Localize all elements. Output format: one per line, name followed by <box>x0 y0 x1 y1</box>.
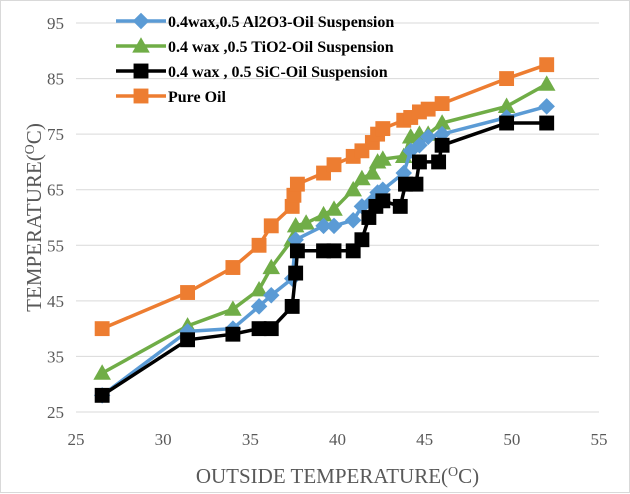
data-point <box>251 321 267 337</box>
data-point <box>420 101 436 117</box>
data-point <box>326 243 342 259</box>
y-tick-label: 55 <box>47 236 64 255</box>
data-point <box>353 169 371 186</box>
data-point <box>354 232 370 248</box>
x-tick-label: 50 <box>503 430 520 449</box>
data-point <box>374 150 392 166</box>
data-point <box>411 154 427 170</box>
data-point <box>375 193 391 209</box>
data-point <box>497 97 516 113</box>
legend-item-1: 0.4wax,0.5 Al2O3-Oil Suspension <box>116 12 394 31</box>
legend: 0.4wax,0.5 Al2O3-Oil Suspension 0.4 wax ,… <box>116 12 394 106</box>
y-axis-title-superscript: O <box>23 144 38 154</box>
y-tick-label: 75 <box>47 125 64 144</box>
data-point <box>314 205 333 222</box>
data-point <box>289 243 305 259</box>
data-point <box>499 71 515 87</box>
y-axis-title: TEMPERATURE(OC) <box>22 123 46 312</box>
data-point <box>344 212 362 229</box>
y-tick-label: 95 <box>47 14 64 33</box>
data-point <box>225 326 241 342</box>
data-point <box>408 176 424 192</box>
x-tick-label: 40 <box>329 430 346 449</box>
data-point <box>434 96 450 112</box>
series-4 <box>94 57 555 337</box>
y-axis-title-main: TEMPERATURE( <box>22 154 46 312</box>
data-point <box>289 176 305 192</box>
data-point <box>288 265 304 281</box>
x-tick-label: 55 <box>591 430 608 449</box>
x-tick-label: 45 <box>416 430 433 449</box>
y-tick-label: 85 <box>47 70 64 89</box>
data-point <box>94 321 110 337</box>
data-point <box>93 364 111 380</box>
legend-item-4: Pure Oil <box>116 88 226 106</box>
legend-label: 0.4 wax ,0.5 TiO2-Oil Suspension <box>168 39 394 56</box>
legend-item-3: 0.4 wax , 0.5 SiC-Oil Suspension <box>116 63 388 81</box>
data-point <box>224 300 242 316</box>
data-point <box>263 287 280 304</box>
legend-swatch-marker <box>132 12 150 30</box>
data-point <box>375 121 391 137</box>
data-point <box>431 154 447 170</box>
legend-label: 0.4wax,0.5 Al2O3-Oil Suspension <box>168 14 394 31</box>
data-point <box>250 280 268 297</box>
data-point <box>363 164 382 180</box>
data-point <box>434 137 450 153</box>
series-group <box>93 57 556 404</box>
series-3 <box>94 115 555 403</box>
data-point <box>250 298 268 315</box>
data-point <box>411 137 428 154</box>
data-point <box>180 332 196 348</box>
data-point <box>326 157 342 173</box>
data-point <box>180 285 196 300</box>
x-tick-label: 30 <box>155 430 172 449</box>
data-point <box>538 98 555 115</box>
x-tick-label: 25 <box>68 430 85 449</box>
data-point <box>284 298 300 314</box>
tick-labels: 25 35 45 55 65 75 85 95 25 30 35 40 45 50 55 <box>47 14 608 449</box>
y-tick-label: 35 <box>47 347 64 366</box>
data-point <box>499 115 515 131</box>
data-point <box>94 387 110 403</box>
data-point <box>315 217 332 235</box>
data-point <box>251 237 267 253</box>
data-point <box>262 258 281 275</box>
data-point <box>539 115 555 131</box>
data-point <box>392 198 408 214</box>
legend-label: 0.4 wax , 0.5 SiC-Oil Suspension <box>168 64 388 81</box>
y-axis-title-end: C) <box>22 123 46 144</box>
data-point <box>325 217 343 235</box>
data-point <box>225 260 241 275</box>
data-point <box>419 128 437 146</box>
legend-label: Pure Oil <box>168 89 226 106</box>
data-point <box>297 214 315 230</box>
x-axis-title: OUTSIDE TEMPERATURE(OC) <box>196 464 479 488</box>
x-axis-title-end: C) <box>458 464 479 488</box>
x-axis-title-main: OUTSIDE TEMPERATURE( <box>196 464 448 488</box>
legend-swatch-marker <box>133 63 149 79</box>
series-line <box>101 121 547 397</box>
y-tick-label: 45 <box>47 292 64 311</box>
y-tick-label: 25 <box>47 403 64 422</box>
data-point <box>263 218 279 234</box>
data-point <box>263 321 279 337</box>
legend-swatch-marker <box>132 37 150 53</box>
data-point <box>537 75 556 91</box>
x-axis-title-superscript: O <box>448 465 458 480</box>
legend-swatch-marker <box>133 88 149 104</box>
x-tick-label: 35 <box>242 430 259 449</box>
y-tick-label: 65 <box>47 181 64 200</box>
legend-item-2: 0.4 wax ,0.5 TiO2-Oil Suspension <box>116 37 394 56</box>
data-point <box>325 200 343 216</box>
data-point <box>539 57 555 73</box>
data-point <box>344 180 362 197</box>
data-point <box>433 114 451 130</box>
